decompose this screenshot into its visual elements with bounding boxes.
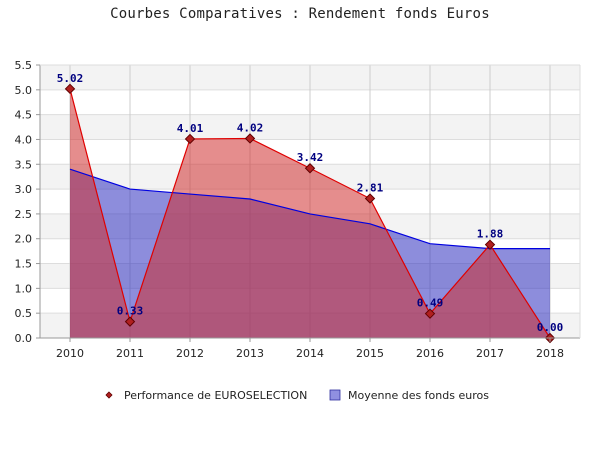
x-tick-label-2016: 2016 (416, 347, 444, 360)
y-tick-label: 0.5 (15, 307, 33, 320)
data-labels: 5.02 0.33 4.01 4.02 3.42 2.81 0.49 1.88 0.00 (57, 72, 564, 334)
performance-point-2013 (244, 133, 256, 144)
y-tick-label: 1.5 (15, 258, 33, 271)
legend-performance-marker (105, 391, 113, 399)
data-label-2014: 3.42 (297, 151, 324, 164)
x-tick-label-2012: 2012 (176, 347, 204, 360)
y-tick-label: 3.0 (15, 183, 33, 196)
data-label-2018: 0.00 (537, 321, 564, 334)
y-tick-label: 4.5 (15, 109, 33, 122)
x-axis-labels: 2010 2011 2012 2013 2014 2015 2016 2017 2018 (56, 347, 564, 360)
y-tick-label: 0.0 (15, 332, 33, 345)
legend: Performance de EUROSELECTION Moyenne des … (105, 389, 489, 402)
y-tick-label: 2.5 (15, 208, 33, 221)
y-axis-labels: 0.0 0.5 1.0 1.5 2.0 2.5 3.0 3.5 4.0 4.5 5.0 5.5 (15, 59, 33, 345)
x-tick-label-2013: 2013 (236, 347, 264, 360)
data-label-2017: 1.88 (477, 228, 504, 241)
performance-point-2010 (64, 83, 76, 95)
performance-point-2015 (364, 193, 376, 204)
data-label-2013: 4.02 (237, 121, 264, 134)
y-tick-label: 4.0 (15, 133, 33, 146)
axes (36, 64, 581, 342)
y-tick-label: 2.0 (15, 233, 33, 246)
x-tick-label-2010: 2010 (56, 347, 84, 360)
average-line (69, 168, 550, 250)
data-label-2010: 5.02 (57, 72, 84, 85)
x-tick-label-2014: 2014 (296, 347, 324, 360)
data-label-2015: 2.81 (357, 182, 384, 195)
x-tick-label-2018: 2018 (536, 347, 564, 360)
performance-point-2012 (184, 133, 196, 145)
x-tick-label-2011: 2011 (116, 347, 144, 360)
y-tick-label: 3.5 (15, 158, 33, 171)
data-label-2011: 0.33 (117, 305, 144, 318)
y-tick-label: 5.0 (15, 84, 33, 97)
performance-point-2014 (304, 163, 316, 174)
legend-average-swatch (329, 389, 341, 401)
chart-title: Courbes Comparatives : Rendement fonds E… (110, 6, 490, 22)
legend-average-label: Moyenne des fonds euros (348, 389, 489, 402)
performance-point-2016 (424, 308, 436, 319)
performance-point-2011 (124, 316, 136, 327)
x-tick-label-2017: 2017 (476, 347, 504, 360)
data-label-2016: 0.49 (417, 297, 444, 310)
legend-performance-label: Performance de EUROSELECTION (124, 389, 307, 402)
data-label-2012: 4.01 (177, 122, 204, 135)
y-tick-label: 1.0 (15, 282, 33, 295)
x-tick-label-2015: 2015 (356, 347, 384, 360)
performance-point-2017 (484, 239, 496, 250)
y-tick-label: 5.5 (15, 59, 33, 72)
